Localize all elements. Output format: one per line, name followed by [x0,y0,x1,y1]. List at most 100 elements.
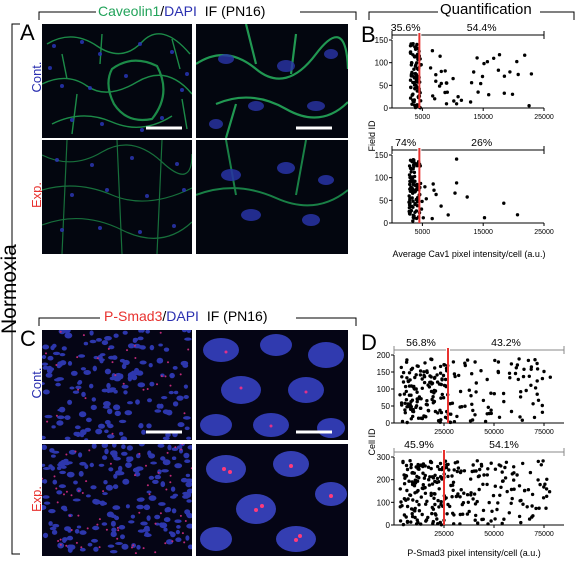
data-point [431,94,435,98]
data-point [415,397,419,401]
data-point [422,370,426,374]
nucleus [112,505,121,510]
nucleus [139,360,147,365]
data-point [451,360,456,364]
nucleus [182,494,190,499]
data-point [411,199,415,203]
data-point [470,469,474,474]
data-point [436,498,440,503]
data-point [408,201,412,205]
psmad3-spot [181,532,184,535]
data-point [407,404,411,409]
data-point [410,70,414,75]
data-point [458,495,462,499]
nucleus [91,397,96,402]
data-point [515,59,519,64]
nucleus [167,444,172,451]
data-point [470,402,474,406]
nucleus [109,387,117,391]
data-point [508,70,512,74]
data-point [429,375,433,379]
nucleus [125,504,130,509]
data-point [476,521,480,525]
data-point [422,375,427,379]
data-point [502,91,506,95]
nucleus [113,389,118,394]
data-point [409,167,413,171]
nucleus [118,465,123,472]
psmad3-spot [190,467,192,470]
data-point [451,488,455,492]
data-point [502,74,507,78]
nucleus [162,459,171,466]
nucleus [113,404,121,411]
data-point [404,398,409,402]
data-point [519,520,523,525]
nucleus [114,372,123,379]
data-point [526,488,531,492]
data-point [477,487,481,492]
nucleus [57,466,62,471]
nucleus [81,391,86,397]
psmad3-spot [102,490,105,493]
data-point [498,493,502,497]
nucleus [59,470,66,475]
data-point [408,378,412,382]
data-point [433,492,437,496]
nucleus [78,452,83,458]
nucleus [48,464,53,468]
data-point [439,418,443,422]
data-point [410,366,415,370]
nucleus [89,462,94,468]
data-point [404,463,409,468]
data-point [499,485,503,489]
nucleus [78,354,86,358]
nucleus [78,411,87,418]
nucleus [186,523,192,529]
data-point [405,467,410,472]
data-point [519,390,523,394]
data-point [417,467,421,471]
data-point [446,213,450,217]
data-point [431,401,435,405]
data-point [403,401,407,405]
nucleus [148,363,153,368]
data-point [540,410,545,414]
data-point [525,505,529,509]
psmad3-spot [65,544,68,547]
nucleus [89,339,97,344]
nucleus [156,357,164,364]
data-point [414,83,418,88]
data-point [430,482,435,486]
nucleus [101,340,109,346]
data-point [409,417,413,421]
nucleus [103,401,111,407]
data-point [469,477,473,481]
data-point [441,373,446,378]
nucleus [110,450,118,456]
data-point [516,377,520,382]
nucleus [187,544,192,550]
nucleus [154,514,161,520]
data-point [411,219,415,223]
nucleus [141,429,146,435]
nucleus [52,479,58,485]
nucleus [79,461,87,466]
data-point [409,63,413,67]
data-point [411,409,416,414]
nucleus [42,479,48,484]
nucleus [150,461,157,465]
nucleus [65,332,70,336]
nucleus [171,447,179,451]
data-point [474,381,478,385]
psmad3-spot [96,357,99,360]
nucleus [148,475,155,480]
caveolin-label: Caveolin1 [98,3,161,19]
nucleus [186,499,192,503]
data-point [411,498,415,502]
data-point [435,476,440,481]
data-point [408,198,412,202]
nucleus [127,375,133,382]
nucleus [177,422,185,428]
data-point [423,473,427,478]
